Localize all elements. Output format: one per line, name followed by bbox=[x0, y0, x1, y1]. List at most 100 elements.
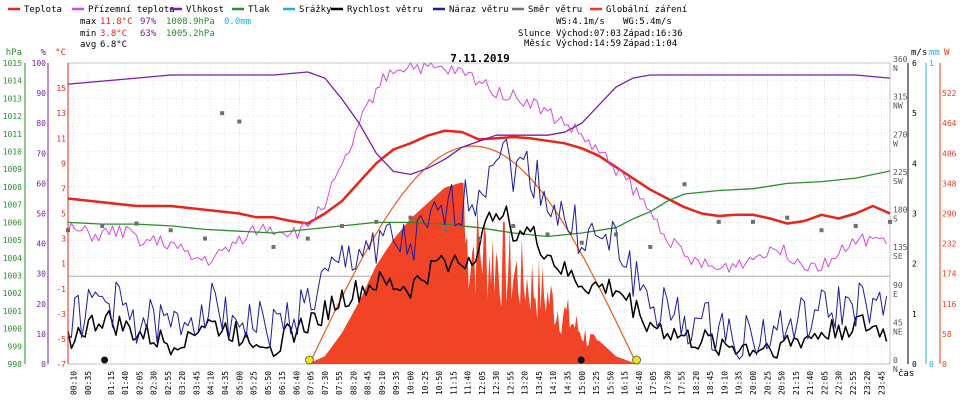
x-tick: 06:15 bbox=[278, 371, 287, 395]
x-tick: 11:40 bbox=[464, 371, 473, 395]
axis-tick: 174 bbox=[942, 270, 957, 279]
x-tick: 11:15 bbox=[449, 371, 458, 395]
wind-dir-mark bbox=[751, 219, 755, 224]
axis-tick-dir: 135 bbox=[893, 243, 908, 252]
axis-tick: 1012 bbox=[3, 112, 22, 121]
x-tick: 19:10 bbox=[720, 371, 729, 395]
sunrise-marker bbox=[305, 355, 314, 365]
legend-label: Srážky bbox=[299, 5, 332, 15]
axis-title: % bbox=[41, 48, 47, 58]
x-tick: 12:30 bbox=[492, 371, 501, 395]
axis-tick: -5 bbox=[56, 335, 66, 344]
theoretical-radiation-curve bbox=[308, 145, 636, 365]
wind-dir-mark bbox=[340, 224, 344, 229]
legend-label: Teplota bbox=[24, 5, 62, 15]
axis-tick: 116 bbox=[942, 300, 957, 309]
axis-tick: -1 bbox=[56, 285, 66, 294]
axis-tick-dir: 270 bbox=[893, 130, 908, 139]
x-tick: 08:45 bbox=[364, 371, 373, 395]
stat-avg-temp: 6.8°C bbox=[100, 40, 127, 50]
x-tick: 16:40 bbox=[635, 371, 644, 395]
x-tick: 20:25 bbox=[763, 371, 772, 395]
wind-dir-mark bbox=[545, 232, 550, 237]
axis-tick: 1013 bbox=[3, 94, 22, 103]
stat-min-label: min bbox=[80, 29, 96, 39]
x-tick: 00:35 bbox=[84, 371, 93, 395]
legend-label: Tlak bbox=[248, 5, 270, 15]
x-tick: 15:50 bbox=[606, 371, 615, 395]
x-tick: 02:30 bbox=[150, 371, 159, 395]
axis-tick-dir-name: S bbox=[893, 215, 898, 224]
wind-dir-mark bbox=[819, 228, 824, 233]
legend-label: Globální záření bbox=[606, 5, 687, 15]
axis-tick: 1000 bbox=[3, 325, 22, 334]
legend-label: Přízemní teplota bbox=[88, 5, 175, 15]
stat-max-temp: 11.8°C bbox=[100, 17, 133, 27]
series-hum bbox=[67, 71, 891, 176]
radiation-area bbox=[307, 182, 637, 364]
axis-tick: 348 bbox=[942, 179, 957, 188]
axis-tick: 522 bbox=[942, 89, 957, 98]
x-tick: 21:40 bbox=[806, 371, 815, 395]
x-tick: 20:50 bbox=[778, 371, 787, 395]
axis-tick: 3 bbox=[912, 210, 917, 219]
axis-tick: 1011 bbox=[3, 130, 22, 139]
x-tick: 19:35 bbox=[735, 371, 744, 395]
axis-tick: 1002 bbox=[3, 289, 22, 298]
wind-dir-mark bbox=[408, 215, 413, 220]
wind-dir-mark bbox=[648, 244, 653, 249]
x-tick: 17:30 bbox=[663, 371, 672, 395]
moonrise-marker bbox=[577, 356, 585, 364]
axis-tick: 15 bbox=[56, 84, 66, 93]
x-tick: 22:55 bbox=[849, 371, 858, 395]
x-tick: 20:00 bbox=[749, 371, 758, 395]
x-tick: 23:20 bbox=[863, 371, 872, 395]
x-tick: 01:40 bbox=[121, 371, 130, 395]
wind-dir-mark bbox=[134, 221, 139, 226]
series-press bbox=[67, 170, 891, 238]
x-tick: 04:35 bbox=[221, 371, 230, 395]
wind-dir-mark bbox=[305, 236, 310, 241]
axis-tick: 4 bbox=[912, 159, 917, 168]
axis-tick-dir-name: N bbox=[893, 64, 898, 73]
axis-tick-dir: 225 bbox=[893, 168, 908, 177]
legend-label: Směr větru bbox=[528, 5, 582, 15]
axis-tick-dir-name: NW bbox=[893, 102, 903, 111]
x-tick: 22:30 bbox=[835, 371, 844, 395]
moon-set: Západ:1:04 bbox=[623, 39, 677, 49]
series-gust bbox=[67, 138, 888, 360]
wind-dir-mark bbox=[237, 119, 242, 124]
axis-tick-dir: 360 bbox=[893, 55, 908, 64]
axis-tick: 1001 bbox=[3, 307, 22, 316]
axis-tick-dir-name: E bbox=[893, 290, 898, 299]
stat-max-press: 1008.9hPa bbox=[166, 17, 215, 27]
chart-date-title: 7.11.2019 bbox=[450, 52, 510, 65]
axis-tick: 232 bbox=[942, 240, 957, 249]
axis-title: hPa bbox=[6, 48, 22, 58]
stats-panel: max 11.8°C 97% 1008.9hPa 0.0mm min 3.8°C… bbox=[80, 17, 251, 50]
axis-tick-dir: 180 bbox=[893, 206, 908, 215]
sunset-marker bbox=[632, 355, 641, 365]
wind-dir-mark bbox=[853, 224, 858, 229]
radiation-fill bbox=[307, 182, 637, 364]
axis-tick: 9 bbox=[61, 159, 66, 168]
x-tick: 12:55 bbox=[506, 371, 515, 395]
axis-tick: 5 bbox=[912, 109, 917, 118]
x-tick: 21:15 bbox=[792, 371, 801, 395]
axis-tick-dir-name: NE bbox=[893, 327, 903, 336]
wind-dir-mark bbox=[511, 224, 516, 229]
axis-tick: 40 bbox=[36, 240, 46, 249]
x-tick: 08:20 bbox=[349, 371, 358, 395]
axis-tick: -7 bbox=[56, 360, 66, 369]
wind-dir-mark bbox=[442, 228, 447, 233]
x-tick: 10:50 bbox=[435, 371, 444, 395]
axis-tick: 3 bbox=[61, 235, 66, 244]
axis-tick: 0 bbox=[929, 360, 934, 369]
wind-dir-mark bbox=[220, 111, 225, 116]
wind-dir-mark bbox=[579, 240, 584, 245]
axis-tick: 1007 bbox=[3, 201, 22, 210]
x-tick: 07:30 bbox=[321, 371, 330, 395]
x-tick: 22:05 bbox=[820, 371, 829, 395]
axis-tick: 7 bbox=[61, 184, 66, 193]
sun-rise: Východ:07:03 bbox=[556, 29, 621, 39]
